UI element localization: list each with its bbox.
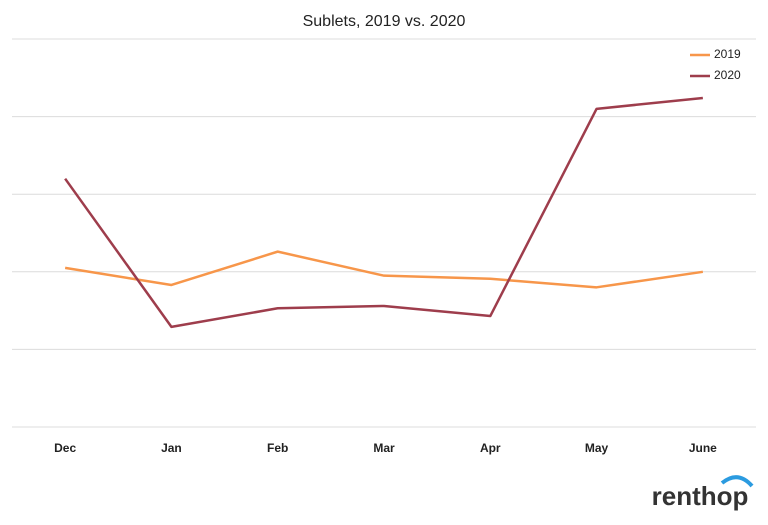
line-series xyxy=(64,96,703,329)
x-tick-label: Feb xyxy=(267,441,288,455)
x-tick-label: May xyxy=(585,441,609,455)
x-tick-label: Dec xyxy=(54,441,76,455)
x-tick-label: Apr xyxy=(480,441,501,455)
legend-label: 2019 xyxy=(714,47,741,61)
legend-label: 2020 xyxy=(714,68,741,82)
x-tick-label: June xyxy=(689,441,717,455)
logo-arc xyxy=(720,475,754,488)
x-tick-label: Mar xyxy=(373,441,395,455)
line-series xyxy=(64,250,704,289)
logo: renthop xyxy=(652,481,749,511)
chart-title: Sublets, 2019 vs. 2020 xyxy=(303,13,466,30)
x-tick-label: Jan xyxy=(161,441,182,455)
